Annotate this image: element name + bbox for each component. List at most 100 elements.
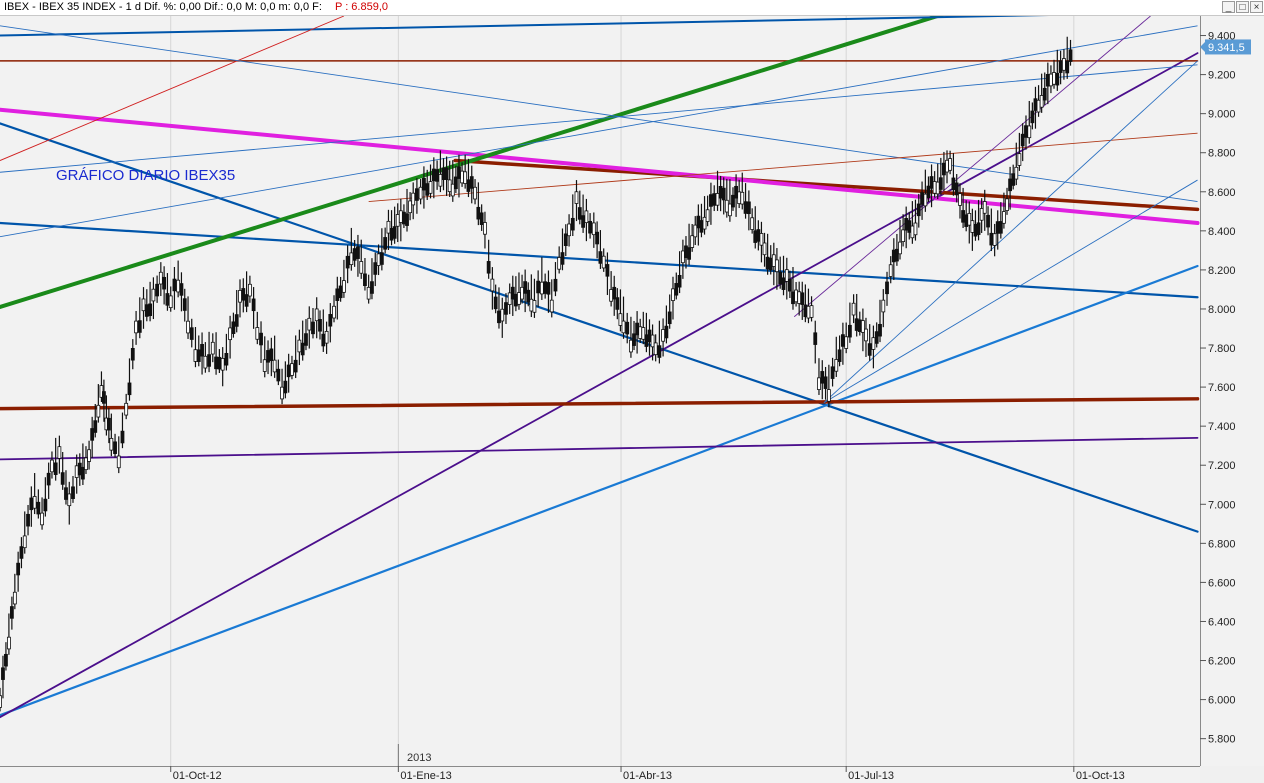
price-candle	[844, 336, 849, 349]
price-candle	[109, 437, 114, 451]
chart-header-price: P : 6.859,0	[335, 1, 389, 13]
price-candle	[176, 279, 181, 293]
price-candle	[53, 462, 58, 475]
price-candle	[450, 183, 455, 197]
close-button[interactable]: ×	[1250, 1, 1263, 13]
price-candle	[90, 428, 95, 441]
minimize-button[interactable]: _	[1222, 1, 1235, 13]
price-candle	[591, 222, 596, 236]
y-tick-label: 8.000	[1208, 304, 1236, 316]
price-candle	[476, 206, 481, 220]
price-candle	[1020, 133, 1025, 147]
price-chart-plot[interactable]: GRÁFICO DIARIO IBEX35 2013	[0, 16, 1200, 766]
trend-line	[453, 158, 1200, 212]
price-candle	[386, 220, 391, 234]
price-candle	[196, 349, 201, 362]
price-candle	[650, 334, 655, 348]
price-candle	[520, 286, 524, 300]
price-candle	[60, 472, 65, 485]
price-candle	[982, 201, 987, 214]
price-candle	[888, 264, 893, 277]
price-candle	[162, 276, 167, 290]
price-candle	[699, 220, 704, 233]
channel-line	[0, 25, 1198, 238]
price-candle	[712, 193, 717, 206]
price-candle	[574, 191, 579, 204]
price-candle	[581, 215, 585, 228]
price-candle	[231, 321, 236, 334]
price-candle	[74, 465, 79, 478]
price-candle	[247, 283, 252, 297]
price-candle	[813, 332, 818, 345]
price-candle	[1014, 166, 1019, 180]
price-candle	[664, 325, 669, 339]
price-candle	[290, 363, 294, 376]
trend-line	[0, 397, 1200, 411]
price-candle	[453, 176, 458, 190]
y-tick-label: 7.200	[1208, 460, 1236, 472]
price-candle	[826, 389, 831, 402]
price-candle	[29, 497, 34, 511]
price-candle	[743, 201, 748, 214]
price-candle	[998, 221, 1003, 234]
price-candle	[1, 667, 5, 680]
last-price-label: 9.341,5	[1208, 42, 1245, 54]
price-candle	[497, 310, 501, 324]
y-tick-label: 6.400	[1208, 616, 1236, 628]
price-candle	[342, 280, 346, 293]
price-candle	[557, 257, 562, 270]
price-candle	[891, 249, 896, 263]
channel-line	[793, 16, 1151, 318]
trend-line	[0, 52, 1199, 719]
price-candle	[1024, 125, 1028, 138]
price-candle	[155, 283, 160, 297]
price-candle	[307, 317, 312, 331]
price-candle	[715, 193, 720, 206]
price-candle	[46, 472, 51, 486]
price-candle	[629, 339, 633, 353]
price-candle	[224, 352, 229, 366]
price-candle	[259, 332, 263, 346]
x-tick-label: 01-Oct-12	[173, 770, 222, 782]
price-candle	[1030, 110, 1035, 124]
price-candle	[435, 169, 440, 182]
price-candle	[768, 257, 773, 271]
price-candle	[791, 291, 795, 305]
price-candle	[1002, 211, 1006, 224]
price-candle	[781, 277, 786, 290]
price-candle	[923, 193, 928, 207]
price-candle	[536, 280, 541, 294]
price-candle	[864, 328, 868, 342]
price-candle	[584, 210, 589, 224]
price-candle	[992, 233, 997, 246]
price-candle	[9, 606, 14, 619]
price-candle	[182, 298, 187, 311]
price-candle	[532, 300, 537, 313]
y-tick-label: 6.200	[1208, 656, 1236, 668]
channel-line	[823, 179, 1198, 404]
price-candle	[483, 222, 487, 235]
trend-line	[0, 107, 1200, 226]
channel-line	[0, 64, 1198, 173]
price-candle	[560, 252, 565, 265]
price-candle	[280, 386, 284, 400]
price-candle	[1039, 95, 1044, 108]
price-candle	[932, 181, 937, 194]
y-tick-label: 9.200	[1208, 70, 1236, 82]
price-candle	[901, 229, 905, 242]
price-candle	[67, 493, 72, 507]
price-candle	[756, 229, 761, 242]
price-candle	[794, 289, 798, 303]
price-candle	[907, 220, 912, 233]
price-candle	[389, 228, 394, 241]
maximize-button[interactable]: □	[1236, 1, 1249, 13]
price-candle	[517, 292, 521, 305]
price-candle	[1062, 58, 1066, 71]
price-candle	[1068, 49, 1073, 62]
price-candle	[276, 368, 281, 382]
price-candle	[942, 162, 946, 176]
price-candle	[106, 417, 111, 431]
channel-line	[368, 132, 1198, 202]
price-candle	[297, 339, 302, 353]
year-label: 2013	[407, 752, 431, 764]
